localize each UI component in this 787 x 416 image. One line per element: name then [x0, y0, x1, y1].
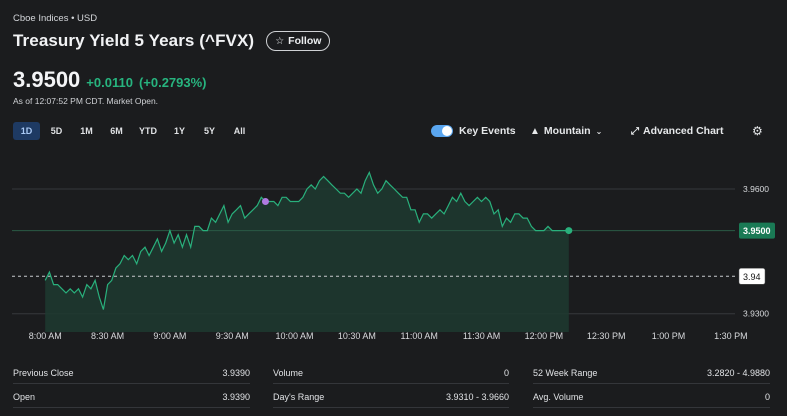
x-tick-label: 9:30 AM [216, 331, 249, 341]
chart-type-dropdown[interactable]: ▲ Mountain ⌄ [530, 122, 606, 140]
x-tick-label: 1:30 PM [714, 331, 748, 341]
stat-label: 52 Week Range [533, 368, 598, 378]
stat-value: 3.2820 - 4.9880 [706, 368, 770, 378]
exchange-label: Cboe Indices • USD [13, 13, 98, 24]
chart-type-label: Mountain [543, 125, 591, 137]
range-button-6m[interactable]: 6M [110, 126, 123, 136]
previous-close-label: 3.94 [743, 272, 761, 282]
price-change: +0.0110 [86, 75, 133, 90]
stat-value: 0 [764, 392, 770, 402]
stat-label: Avg. Volume [533, 392, 584, 402]
x-tick-label: 10:00 AM [276, 331, 314, 341]
key-event-marker [261, 197, 269, 205]
as-of-timestamp: As of 12:07:52 PM CDT. Market Open. [13, 96, 159, 106]
mountain-icon: ▲ [530, 125, 540, 137]
expand-icon: ⤢ [631, 125, 639, 137]
current-value-label: 3.9500 [743, 226, 771, 236]
follow-label: Follow [288, 35, 322, 47]
stat-divider [273, 383, 509, 384]
x-tick-label: 11:30 AM [463, 331, 500, 341]
stat-divider [533, 383, 770, 384]
x-tick-label: 12:30 PM [587, 331, 626, 341]
settings-button[interactable]: ⚙ [752, 122, 767, 140]
stat-label: Day's Range [273, 392, 325, 402]
stat-value: 3.9390 [222, 392, 250, 402]
range-button-all[interactable]: All [233, 126, 246, 136]
chevron-down-icon: ⌄ [595, 126, 603, 136]
stat-divider [13, 407, 250, 408]
star-icon: ☆ [275, 35, 285, 47]
x-tick-label: 8:30 AM [91, 331, 124, 341]
stat-divider [13, 383, 250, 384]
advanced-chart-label: Advanced Chart [643, 125, 724, 137]
x-tick-label: 10:30 AM [338, 331, 376, 341]
x-tick-label: 9:00 AM [153, 331, 186, 341]
last-price-dot [565, 227, 573, 235]
stat-divider [533, 407, 770, 408]
range-selector: 1D 5D 1M 6M YTD 1Y 5Y All [13, 122, 256, 140]
stat-label: Volume [273, 368, 304, 378]
x-tick-label: 1:00 PM [652, 331, 686, 341]
x-tick-label: 8:00 AM [29, 331, 62, 341]
x-tick-label: 11:00 AM [401, 331, 438, 341]
stat-value: 3.9390 [222, 368, 250, 378]
key-events-toggle[interactable]: Key Events [431, 122, 516, 140]
stat-divider [273, 407, 509, 408]
toggle-switch[interactable] [431, 125, 453, 137]
follow-button[interactable]: ☆ Follow [266, 31, 331, 51]
range-button-5d[interactable]: 5D [50, 126, 63, 136]
range-button-1d[interactable]: 1D [13, 122, 40, 140]
advanced-chart-button[interactable]: ⤢ Advanced Chart [631, 122, 724, 140]
area-fill [45, 172, 569, 332]
stat-value: 3.9310 - 3.9660 [445, 392, 509, 402]
current-value-badge [739, 222, 775, 239]
y-tick-label: 3.9300 [743, 309, 769, 319]
x-tick-label: 12:00 PM [525, 331, 564, 341]
y-tick-label: 3.9600 [743, 184, 769, 194]
price-change-percent: (+0.2793%) [138, 75, 207, 90]
key-events-label: Key Events [459, 125, 516, 137]
gear-icon: ⚙ [752, 124, 763, 138]
stat-label: Previous Close [13, 368, 74, 378]
range-button-5y[interactable]: 5Y [203, 126, 215, 136]
range-button-ytd[interactable]: YTD [139, 126, 157, 136]
range-button-1y[interactable]: 1Y [173, 126, 185, 136]
stat-value: 0 [503, 368, 509, 378]
price-line [44, 170, 569, 310]
page-title: Treasury Yield 5 Years (^FVX) [13, 31, 255, 50]
range-button-1m[interactable]: 1M [80, 126, 93, 136]
current-price: 3.9500 [13, 67, 81, 92]
previous-close-badge [738, 268, 766, 285]
stat-label: Open [13, 392, 36, 402]
